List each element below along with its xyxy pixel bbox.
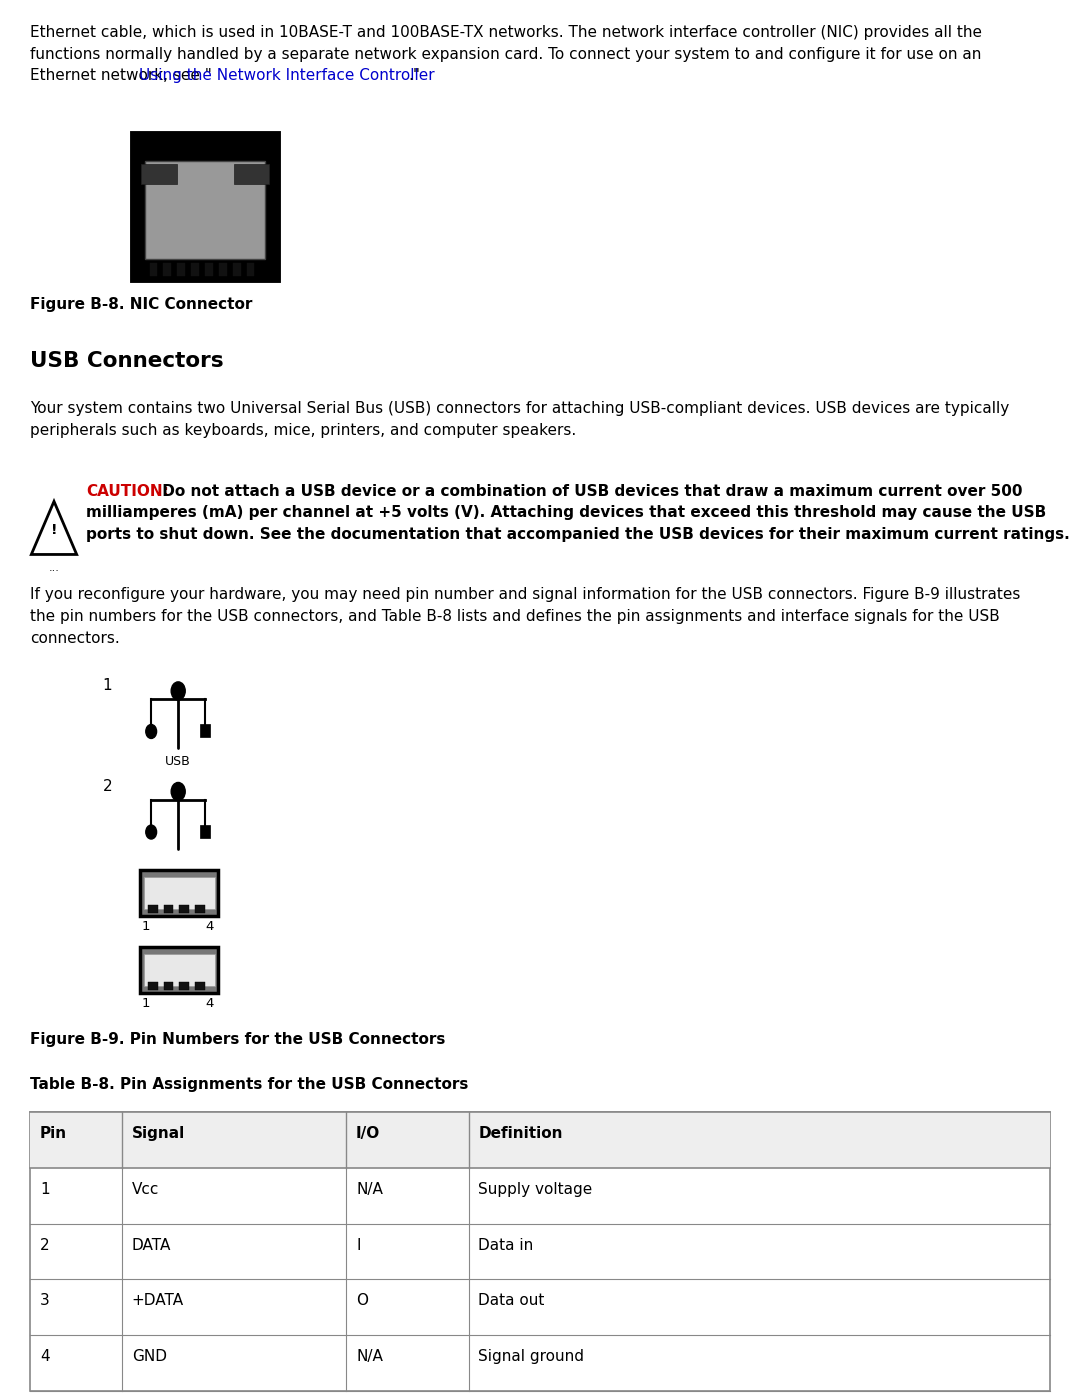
FancyBboxPatch shape — [194, 982, 205, 990]
Text: Data out: Data out — [478, 1294, 544, 1309]
FancyBboxPatch shape — [163, 263, 171, 275]
Text: Using the Network Interface Controller: Using the Network Interface Controller — [138, 68, 434, 84]
Text: N/A: N/A — [356, 1350, 383, 1365]
Text: N/A: N/A — [356, 1182, 383, 1197]
Text: Data in: Data in — [478, 1238, 534, 1253]
Text: I: I — [356, 1238, 361, 1253]
Text: +DATA: +DATA — [132, 1294, 184, 1309]
FancyBboxPatch shape — [144, 877, 215, 909]
Text: 1: 1 — [40, 1182, 50, 1197]
Text: the pin numbers for the USB connectors, and Table B-8 lists and defines the pin : the pin numbers for the USB connectors, … — [30, 609, 1000, 624]
Text: Figure B-8. NIC Connector: Figure B-8. NIC Connector — [30, 298, 253, 313]
FancyBboxPatch shape — [30, 1112, 1050, 1391]
Text: 1: 1 — [141, 921, 150, 933]
Text: peripherals such as keyboards, mice, printers, and computer speakers.: peripherals such as keyboards, mice, pri… — [30, 423, 577, 437]
Text: 1: 1 — [103, 679, 112, 693]
FancyBboxPatch shape — [164, 905, 174, 914]
Text: CAUTION:: CAUTION: — [86, 483, 170, 499]
Text: O: O — [356, 1294, 368, 1309]
Text: Signal: Signal — [132, 1126, 185, 1141]
FancyBboxPatch shape — [201, 826, 210, 838]
Text: 4: 4 — [205, 997, 214, 1010]
Text: 4: 4 — [205, 921, 214, 933]
Text: 3: 3 — [40, 1294, 50, 1309]
Text: Signal ground: Signal ground — [478, 1350, 584, 1365]
Text: Definition: Definition — [478, 1126, 563, 1141]
FancyBboxPatch shape — [201, 725, 210, 738]
Text: I/O: I/O — [356, 1126, 380, 1141]
FancyBboxPatch shape — [164, 982, 174, 990]
Text: 2: 2 — [40, 1238, 50, 1253]
FancyBboxPatch shape — [140, 947, 218, 993]
Circle shape — [171, 782, 186, 800]
FancyBboxPatch shape — [177, 263, 185, 275]
FancyBboxPatch shape — [149, 263, 158, 275]
Text: USB Connectors: USB Connectors — [30, 352, 224, 372]
Text: functions normally handled by a separate network expansion card. To connect your: functions normally handled by a separate… — [30, 46, 982, 61]
FancyBboxPatch shape — [205, 263, 213, 275]
FancyBboxPatch shape — [191, 263, 199, 275]
Text: Pin: Pin — [40, 1126, 67, 1141]
FancyBboxPatch shape — [233, 263, 241, 275]
FancyBboxPatch shape — [133, 133, 279, 279]
Text: connectors.: connectors. — [30, 630, 120, 645]
Text: 2: 2 — [103, 780, 112, 793]
Circle shape — [171, 682, 186, 700]
FancyBboxPatch shape — [148, 905, 158, 914]
FancyBboxPatch shape — [30, 1112, 1050, 1168]
FancyBboxPatch shape — [179, 905, 189, 914]
Polygon shape — [31, 502, 77, 555]
Text: 4: 4 — [40, 1350, 50, 1365]
FancyBboxPatch shape — [146, 161, 266, 258]
FancyBboxPatch shape — [219, 263, 227, 275]
Text: Your system contains two Universal Serial Bus (USB) connectors for attaching USB: Your system contains two Universal Seria… — [30, 401, 1010, 416]
Text: If you reconfigure your hardware, you may need pin number and signal information: If you reconfigure your hardware, you ma… — [30, 587, 1021, 602]
Text: Vcc: Vcc — [132, 1182, 159, 1197]
FancyBboxPatch shape — [148, 982, 158, 990]
Text: ...: ... — [49, 563, 59, 573]
Text: Ethernet network, see ": Ethernet network, see " — [30, 68, 212, 84]
FancyBboxPatch shape — [179, 982, 189, 990]
Text: 1: 1 — [141, 997, 150, 1010]
FancyBboxPatch shape — [140, 870, 218, 916]
FancyBboxPatch shape — [194, 905, 205, 914]
Text: Ethernet cable, which is used in 10BASE-T and 100BASE-TX networks. The network i: Ethernet cable, which is used in 10BASE-… — [30, 25, 982, 41]
Text: GND: GND — [132, 1350, 166, 1365]
Text: .": ." — [408, 68, 420, 84]
Circle shape — [146, 826, 157, 840]
FancyBboxPatch shape — [233, 163, 270, 183]
Text: milliamperes (mA) per channel at +5 volts (V). Attaching devices that exceed thi: milliamperes (mA) per channel at +5 volt… — [86, 506, 1047, 520]
Text: Table B-8. Pin Assignments for the USB Connectors: Table B-8. Pin Assignments for the USB C… — [30, 1077, 469, 1092]
Text: Supply voltage: Supply voltage — [478, 1182, 593, 1197]
Text: Figure B-9. Pin Numbers for the USB Connectors: Figure B-9. Pin Numbers for the USB Conn… — [30, 1031, 446, 1046]
Text: USB: USB — [165, 756, 191, 768]
Text: !: ! — [51, 522, 57, 536]
FancyBboxPatch shape — [144, 954, 215, 986]
FancyBboxPatch shape — [140, 163, 177, 183]
Text: Do not attach a USB device or a combination of USB devices that draw a maximum c: Do not attach a USB device or a combinat… — [157, 483, 1022, 499]
FancyBboxPatch shape — [247, 263, 255, 275]
Text: DATA: DATA — [132, 1238, 171, 1253]
Circle shape — [146, 725, 157, 739]
Text: ports to shut down. See the documentation that accompanied the USB devices for t: ports to shut down. See the documentatio… — [86, 527, 1070, 542]
